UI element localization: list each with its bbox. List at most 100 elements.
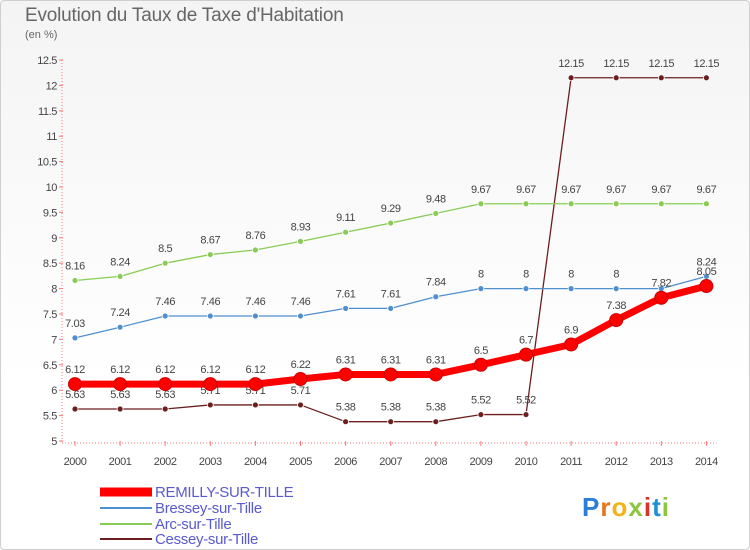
data-point xyxy=(612,74,620,82)
y-tick-label: 5 xyxy=(51,436,57,448)
data-label: 8 xyxy=(613,269,619,281)
x-tick-label: 2011 xyxy=(560,456,582,468)
series-line xyxy=(74,203,708,282)
data-label: 6.7 xyxy=(519,335,533,347)
data-label: 8.5 xyxy=(158,243,172,255)
data-point xyxy=(428,367,443,382)
data-label: 8 xyxy=(523,269,529,281)
y-tick-label: 6 xyxy=(51,385,57,397)
data-point xyxy=(68,377,82,392)
data-point xyxy=(432,418,440,426)
data-point xyxy=(473,357,488,372)
data-label: 12.15 xyxy=(694,58,720,70)
y-tick-label: 11.5 xyxy=(38,106,57,118)
data-point xyxy=(383,367,398,382)
data-point xyxy=(477,411,485,418)
data-point xyxy=(206,312,214,320)
series-arc-sur-tille: 8.16 8.24 8.5 8.67 8.76 8.93 9.11 9.29 9.48 9.67 9… xyxy=(65,184,717,284)
y-tick-label: 9 xyxy=(51,233,57,245)
data-label: 9.67 xyxy=(516,184,536,196)
data-point xyxy=(387,305,395,312)
data-point xyxy=(564,337,579,352)
y-tick-label: 9.5 xyxy=(43,207,57,219)
y-tick-label: 11 xyxy=(46,131,57,143)
data-point xyxy=(297,237,304,245)
data-label: 6.12 xyxy=(110,364,130,376)
data-point xyxy=(293,372,308,387)
data-point xyxy=(251,246,259,254)
data-label: 9.67 xyxy=(696,184,716,196)
data-label: 8.05 xyxy=(696,266,716,278)
data-label: 7.82 xyxy=(651,278,671,290)
data-point xyxy=(609,313,624,328)
data-point xyxy=(161,312,169,320)
data-point xyxy=(567,200,575,208)
data-point xyxy=(338,367,353,382)
data-label: 8.16 xyxy=(65,260,85,272)
x-tick-label: 2008 xyxy=(424,456,447,468)
data-point xyxy=(477,285,485,293)
y-tick-label: 12 xyxy=(46,80,58,92)
y-tick-label: 7 xyxy=(51,334,57,346)
data-point xyxy=(699,279,714,294)
data-label: 9.67 xyxy=(651,184,671,196)
data-point xyxy=(297,312,304,320)
data-label: 5.52 xyxy=(471,395,491,407)
data-point xyxy=(703,200,710,208)
x-tick-label: 2006 xyxy=(334,456,357,468)
data-point xyxy=(71,334,79,342)
data-point xyxy=(567,285,575,293)
series-remilly-sur-tille: 6.12 6.12 6.12 6.12 6.12 6.22 6.31 6.31 6.31 6.5 6… xyxy=(65,266,717,392)
data-label: 5.71 xyxy=(291,385,311,397)
data-label: 8.67 xyxy=(200,235,220,247)
data-point xyxy=(161,259,169,267)
data-label: 8 xyxy=(568,269,574,281)
data-point xyxy=(116,405,124,413)
data-point xyxy=(612,285,620,293)
data-point xyxy=(342,228,350,236)
brand-letter: P xyxy=(582,492,601,522)
data-label: 8.24 xyxy=(110,256,130,268)
data-label: 7.03 xyxy=(65,318,85,330)
data-label: 12.15 xyxy=(649,58,675,70)
x-tick-label: 2001 xyxy=(109,456,132,468)
data-label: 7.46 xyxy=(245,296,265,308)
data-label: 6.12 xyxy=(65,364,85,376)
data-point xyxy=(432,293,440,301)
data-label: 7.46 xyxy=(291,296,311,308)
brand-letter: r xyxy=(600,492,612,522)
data-point xyxy=(342,418,350,426)
x-tick-label: 2003 xyxy=(199,456,222,468)
data-point xyxy=(519,347,533,362)
data-point xyxy=(522,285,530,293)
y-tick-label: 6.5 xyxy=(43,360,57,372)
series-bressey-sur-tille: 7.03 7.24 7.46 7.46 7.46 7.46 7.61 7.61 7.84 8 8 8 8… xyxy=(65,256,717,342)
data-point xyxy=(432,210,440,217)
data-label: 6.12 xyxy=(245,364,265,376)
data-label: 7.38 xyxy=(606,300,626,312)
data-point xyxy=(251,312,259,320)
data-label: 7.46 xyxy=(155,296,175,308)
data-label: 9.29 xyxy=(381,203,401,215)
data-label: 9.67 xyxy=(606,184,626,196)
data-label: 7.61 xyxy=(381,288,401,300)
legend-label: Cessey-sur-Tille xyxy=(155,531,258,548)
data-point xyxy=(387,219,395,227)
brand-letter: i xyxy=(661,492,670,522)
data-label: 6.22 xyxy=(291,359,311,371)
legend-label: REMILLY-SUR-TILLE xyxy=(155,484,294,501)
data-point xyxy=(297,401,304,409)
x-tick-label: 2014 xyxy=(695,456,718,468)
data-point xyxy=(522,411,530,418)
data-label: 5.63 xyxy=(65,389,85,401)
data-label: 6.5 xyxy=(474,345,488,357)
data-point xyxy=(567,74,575,82)
data-label: 9.11 xyxy=(336,212,355,224)
chart-unit-label: (en %) xyxy=(25,29,58,41)
data-point xyxy=(71,405,79,413)
data-label: 7.24 xyxy=(110,307,130,319)
data-point xyxy=(657,200,665,208)
legend-label: Arc-sur-Tille xyxy=(155,516,231,533)
data-label: 9.67 xyxy=(561,184,581,196)
